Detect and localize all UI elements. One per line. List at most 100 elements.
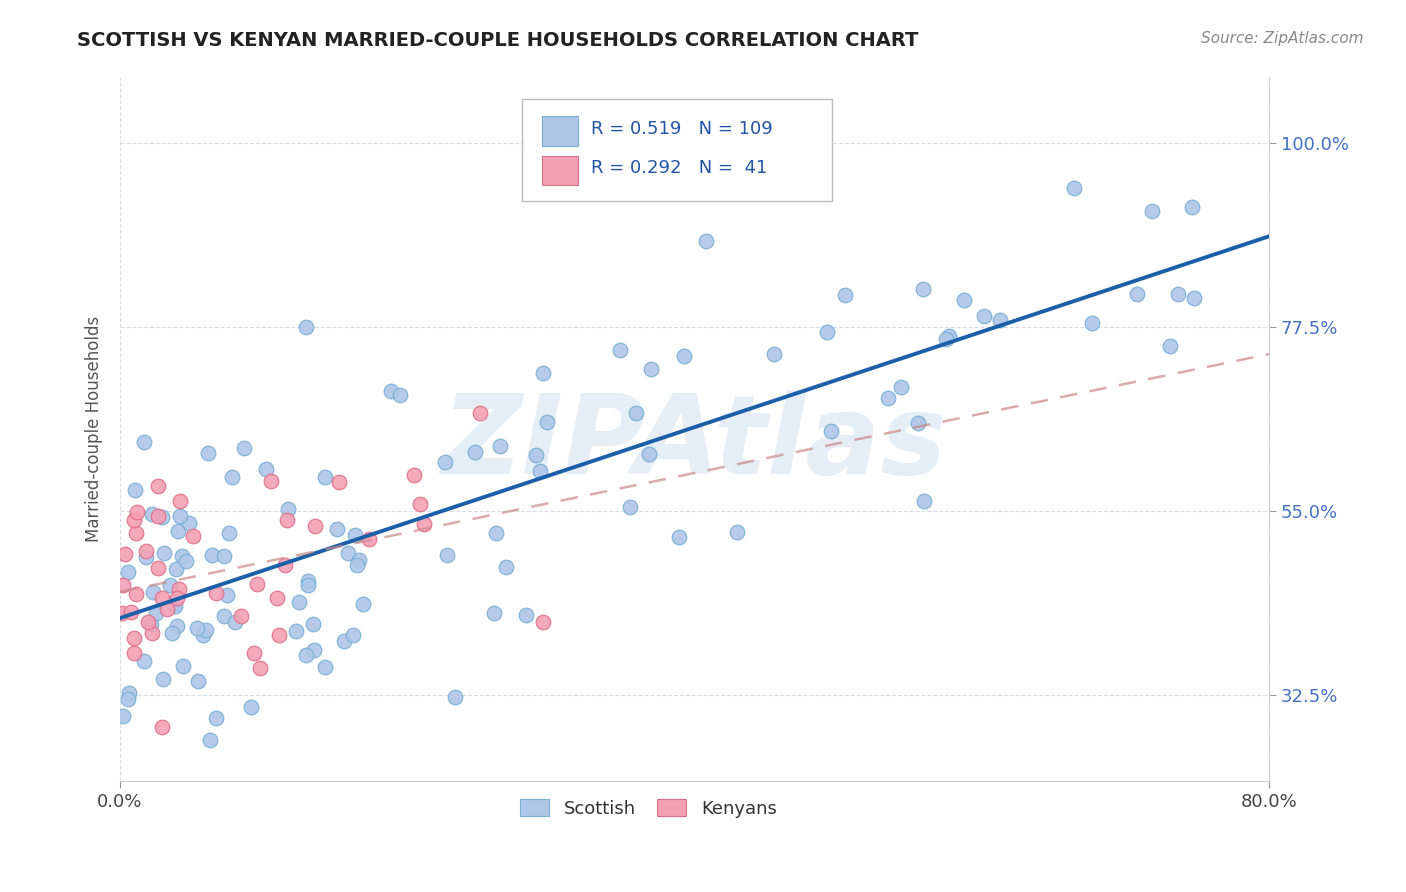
- Point: [124, 483, 146, 497]
- Point: [889, 380, 911, 394]
- Point: [267, 627, 290, 641]
- Point: [145, 607, 167, 621]
- Point: [135, 544, 157, 558]
- Point: [402, 467, 425, 482]
- Point: [482, 606, 505, 620]
- Point: [266, 591, 288, 606]
- Point: [470, 406, 492, 420]
- Point: [156, 602, 179, 616]
- Point: [197, 446, 219, 460]
- Point: [302, 617, 325, 632]
- Text: SCOTTISH VS KENYAN MARRIED-COUPLE HOUSEHOLDS CORRELATION CHART: SCOTTISH VS KENYAN MARRIED-COUPLE HOUSEH…: [77, 31, 918, 50]
- Point: [277, 502, 299, 516]
- Point: [536, 415, 558, 429]
- Point: [117, 565, 139, 579]
- Point: [167, 582, 190, 596]
- Point: [198, 733, 221, 747]
- Point: [122, 631, 145, 645]
- Point: [619, 500, 641, 515]
- Point: [953, 293, 976, 308]
- Point: [170, 549, 193, 563]
- Point: [609, 343, 631, 357]
- Point: [141, 626, 163, 640]
- Point: [907, 416, 929, 430]
- Point: [443, 690, 465, 704]
- Point: [181, 528, 204, 542]
- Text: R = 0.519   N = 109: R = 0.519 N = 109: [591, 120, 773, 137]
- Point: [136, 615, 159, 630]
- Point: [127, 505, 149, 519]
- Point: [152, 546, 174, 560]
- Point: [912, 494, 935, 508]
- Point: [413, 517, 436, 532]
- Text: ZIPAtlas: ZIPAtlas: [441, 390, 948, 497]
- Point: [433, 455, 456, 469]
- Point: [284, 624, 307, 638]
- Point: [328, 475, 350, 490]
- Point: [242, 646, 264, 660]
- Point: [260, 474, 283, 488]
- Point: [191, 628, 214, 642]
- Point: [935, 332, 957, 346]
- Point: [357, 532, 380, 546]
- Point: [337, 546, 360, 560]
- Point: [529, 464, 551, 478]
- Point: [254, 461, 277, 475]
- Legend: Scottish, Kenyans: Scottish, Kenyans: [513, 791, 785, 825]
- Point: [333, 634, 356, 648]
- Point: [314, 469, 336, 483]
- Point: [1182, 292, 1205, 306]
- Point: [174, 554, 197, 568]
- Point: [231, 608, 253, 623]
- Point: [834, 288, 856, 302]
- Point: [388, 388, 411, 402]
- Point: [166, 619, 188, 633]
- Point: [725, 524, 748, 539]
- Point: [485, 525, 508, 540]
- Point: [640, 361, 662, 376]
- Point: [159, 578, 181, 592]
- Point: [274, 558, 297, 572]
- Point: [409, 497, 432, 511]
- Point: [118, 686, 141, 700]
- Point: [218, 526, 240, 541]
- Point: [120, 605, 142, 619]
- Point: [297, 577, 319, 591]
- Point: [172, 659, 194, 673]
- Point: [938, 329, 960, 343]
- Point: [124, 646, 146, 660]
- Point: [224, 615, 246, 630]
- Text: R = 0.292   N =  41: R = 0.292 N = 41: [591, 159, 768, 178]
- Point: [139, 617, 162, 632]
- Point: [166, 524, 188, 538]
- Point: [150, 720, 173, 734]
- Point: [215, 588, 238, 602]
- Point: [988, 313, 1011, 327]
- Point: [246, 576, 269, 591]
- Text: Source: ZipAtlas.com: Source: ZipAtlas.com: [1201, 31, 1364, 46]
- Point: [132, 434, 155, 449]
- FancyBboxPatch shape: [522, 98, 832, 201]
- Point: [205, 585, 228, 599]
- Point: [111, 709, 134, 723]
- Point: [163, 597, 186, 611]
- Point: [134, 655, 156, 669]
- Point: [533, 615, 555, 629]
- Point: [668, 530, 690, 544]
- Point: [148, 479, 170, 493]
- Point: [125, 526, 148, 541]
- Point: [177, 516, 200, 530]
- Point: [297, 574, 319, 589]
- Point: [187, 674, 209, 689]
- Point: [117, 692, 139, 706]
- Point: [877, 391, 900, 405]
- Point: [287, 595, 309, 609]
- Point: [233, 441, 256, 455]
- Point: [973, 309, 995, 323]
- Point: [111, 607, 134, 621]
- Point: [326, 522, 349, 536]
- Point: [1167, 287, 1189, 301]
- Point: [160, 626, 183, 640]
- Point: [1081, 316, 1104, 330]
- Point: [249, 660, 271, 674]
